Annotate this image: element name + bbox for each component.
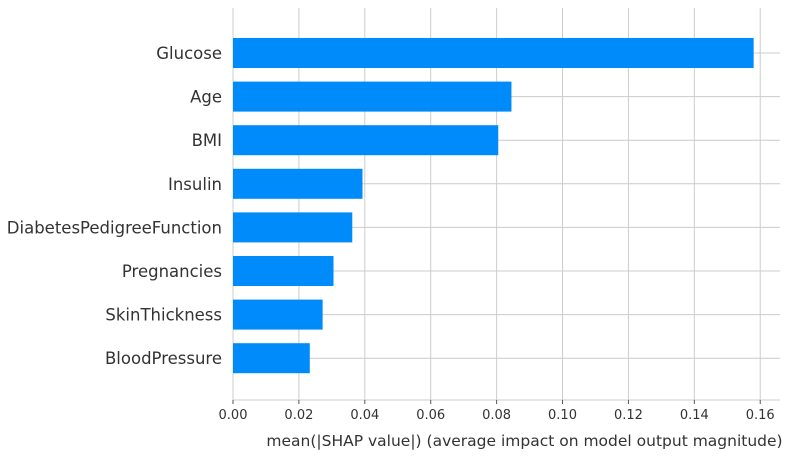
bar-bloodpressure: [233, 343, 310, 374]
x-tick-label: 0.02: [284, 408, 313, 423]
x-tick-label: 0.16: [746, 408, 775, 423]
x-tick-label: 0.04: [350, 408, 379, 423]
bar-skinthickness: [233, 299, 323, 330]
category-label: Pregnancies: [122, 262, 222, 281]
x-tick-labels: 0.00 0.02 0.04 0.06 0.08 0.10 0.12 0.14 0.16: [219, 400, 775, 423]
category-label: BMI: [192, 131, 222, 150]
bar-age: [233, 81, 512, 112]
x-tick-label: 0.08: [482, 408, 511, 423]
bar-layer: [233, 38, 754, 374]
bar-bmi: [233, 125, 499, 156]
category-label: Age: [190, 88, 222, 107]
category-label: DiabetesPedigreeFunction: [7, 218, 222, 237]
category-label: BloodPressure: [105, 349, 222, 368]
x-axis-title: mean(|SHAP value|) (average impact on mo…: [266, 432, 782, 450]
category-label: Glucose: [156, 44, 222, 63]
x-tick-label: 0.00: [219, 408, 248, 423]
bar-diabetespedigreefunction: [233, 212, 353, 243]
x-tick-label: 0.10: [548, 408, 577, 423]
x-tick-label: 0.06: [416, 408, 445, 423]
bar-pregnancies: [233, 256, 334, 286]
category-labels: Glucose Age BMI Insulin DiabetesPedigreeFunc…: [7, 44, 222, 368]
bar-insulin: [233, 168, 363, 199]
category-label: Insulin: [168, 175, 222, 194]
category-label: SkinThickness: [105, 306, 222, 325]
bar-glucose: [233, 38, 754, 68]
x-tick-label: 0.12: [614, 408, 643, 423]
x-tick-label: 0.14: [680, 408, 709, 423]
